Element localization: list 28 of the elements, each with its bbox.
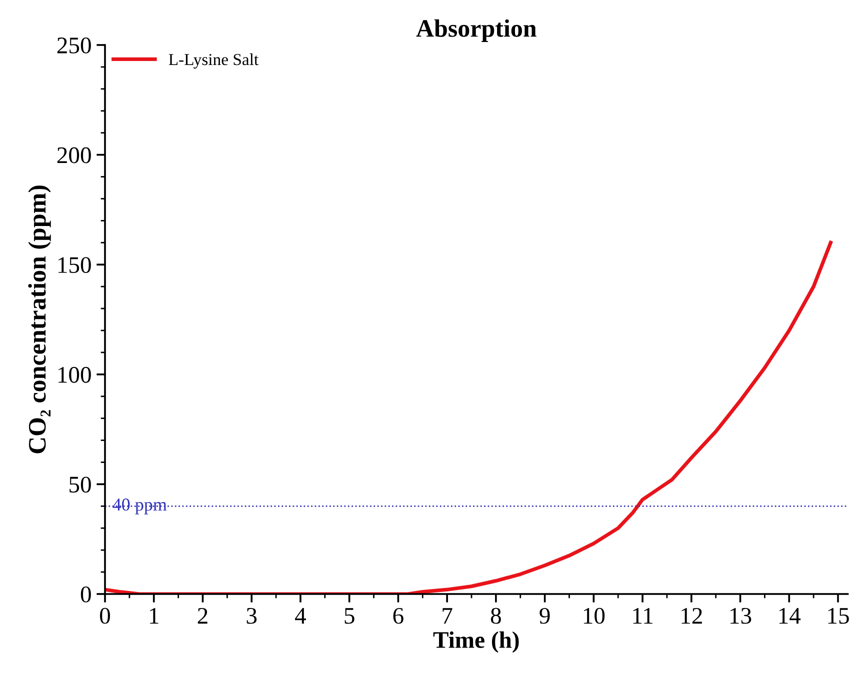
legend-label: L-Lysine Salt bbox=[168, 53, 259, 69]
x-tick-label: 3 bbox=[246, 608, 257, 624]
x-tick-label: 9 bbox=[540, 608, 550, 624]
y-axis-title: CO₂ concentration (ppm) bbox=[28, 186, 51, 454]
y-tick-label: 200 bbox=[57, 147, 91, 164]
chart-title: Absorption bbox=[416, 19, 536, 42]
y-tick-label: 150 bbox=[58, 257, 91, 274]
x-tick-label: 5 bbox=[344, 608, 354, 624]
ref-line-label: 40 ppm bbox=[112, 498, 167, 514]
x-tick-label: 14 bbox=[779, 608, 801, 624]
x-tick-label: 2 bbox=[198, 608, 208, 624]
x-tick-label: 1 bbox=[150, 608, 158, 624]
x-tick-label: 15 bbox=[828, 608, 849, 624]
x-axis-title: Time (h) bbox=[433, 631, 519, 653]
x-tick-label: 8 bbox=[490, 608, 501, 624]
x-tick-label: 11 bbox=[633, 608, 652, 624]
x-tick-label: 13 bbox=[730, 608, 752, 624]
x-tick-label: 7 bbox=[442, 608, 452, 624]
y-tick-label: 250 bbox=[57, 37, 91, 54]
x-tick-label: 0 bbox=[100, 608, 110, 624]
x-tick-label: 4 bbox=[295, 608, 306, 624]
x-tick-label: 12 bbox=[682, 608, 702, 624]
y-tick-label: 0 bbox=[80, 586, 91, 602]
x-tick-label: 10 bbox=[584, 608, 605, 624]
y-tick-label: 100 bbox=[58, 366, 91, 383]
y-tick-label: 50 bbox=[70, 476, 91, 493]
line-series bbox=[105, 240, 832, 594]
x-tick-label: 6 bbox=[393, 608, 404, 624]
